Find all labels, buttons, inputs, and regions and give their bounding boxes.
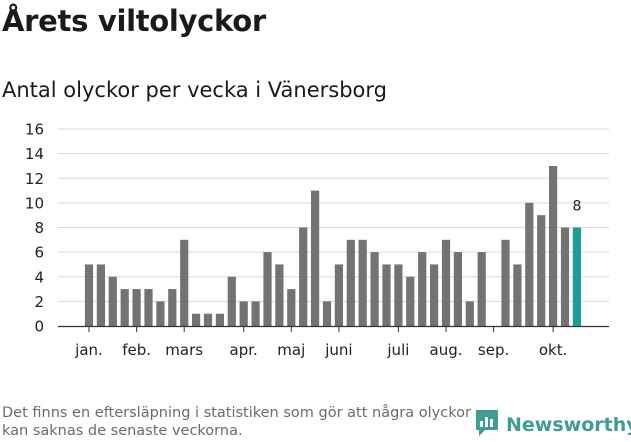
bar xyxy=(275,264,284,326)
bar xyxy=(358,239,367,326)
bar xyxy=(382,264,391,326)
brand-logo[interactable]: Newsworthy xyxy=(474,408,631,442)
bar xyxy=(525,202,534,327)
bar xyxy=(441,239,451,326)
bar xyxy=(144,289,153,326)
bar xyxy=(560,227,570,326)
bar xyxy=(215,313,224,326)
bar xyxy=(311,190,320,326)
bar xyxy=(251,301,260,327)
bar xyxy=(192,313,201,326)
footnote: Det finns en eftersläpning i statistiken… xyxy=(2,405,471,439)
newsworthy-logo-icon xyxy=(474,408,500,442)
y-tick-label: 6 xyxy=(34,244,44,262)
bar xyxy=(322,301,332,327)
bar xyxy=(513,264,522,326)
bar xyxy=(180,239,189,326)
y-tick-label: 0 xyxy=(34,318,44,336)
bar xyxy=(465,301,474,327)
data-label-last-week: 8 xyxy=(572,199,581,215)
bar xyxy=(406,276,415,326)
x-tick-label: juli xyxy=(386,341,409,359)
bar xyxy=(108,276,117,326)
x-tick-label: aug. xyxy=(430,341,463,359)
bar xyxy=(227,276,236,326)
x-tick-label: juni xyxy=(324,341,352,359)
x-tick-label: maj xyxy=(277,341,305,359)
x-tick-label: apr. xyxy=(230,341,258,359)
y-tick-label: 2 xyxy=(34,293,44,311)
bar xyxy=(132,289,141,326)
bar xyxy=(453,252,462,327)
bar xyxy=(263,252,272,327)
bar xyxy=(477,252,486,327)
bar xyxy=(84,264,94,326)
x-axis: jan. feb. mars apr. maj juni juli aug. sep. okt. xyxy=(74,326,567,359)
bar xyxy=(299,227,308,326)
bar xyxy=(501,239,510,326)
x-tick-label: sep. xyxy=(478,341,509,359)
bar xyxy=(537,215,546,326)
bar xyxy=(370,252,379,327)
y-tick-label: 8 xyxy=(34,219,44,237)
y-tick-label: 12 xyxy=(25,170,44,188)
grid-lines xyxy=(58,128,609,302)
x-tick-label: jan. xyxy=(74,341,103,359)
bar xyxy=(168,289,177,326)
x-tick-label: mars xyxy=(165,341,203,359)
bars xyxy=(84,165,581,327)
brand-name: Newsworthy xyxy=(506,414,631,436)
y-tick-label: 10 xyxy=(25,194,44,212)
y-tick-label: 4 xyxy=(34,268,44,286)
bar xyxy=(156,301,165,327)
bar xyxy=(96,264,105,326)
bar xyxy=(120,289,129,326)
x-tick-label: okt. xyxy=(539,341,568,359)
chart-title: Årets viltolyckor xyxy=(2,4,266,38)
bar xyxy=(287,289,296,326)
bar xyxy=(203,313,213,326)
bar-chart: 0 2 4 6 8 10 12 14 16 jan. feb. mars apr. maj juni jul… xyxy=(25,121,609,359)
bar xyxy=(394,264,403,326)
bar xyxy=(418,252,427,327)
bar-highlight xyxy=(572,227,581,326)
bar xyxy=(334,264,343,326)
chart-subtitle: Antal olyckor per vecka i Vänersborg xyxy=(2,78,387,102)
bar xyxy=(346,239,355,326)
x-tick-label: feb. xyxy=(122,341,151,359)
bar xyxy=(239,301,248,327)
y-tick-label: 16 xyxy=(25,121,44,139)
bar xyxy=(430,264,439,326)
y-tick-label: 14 xyxy=(25,145,44,163)
bar xyxy=(549,165,558,326)
y-axis: 0 2 4 6 8 10 12 14 16 xyxy=(25,121,44,336)
